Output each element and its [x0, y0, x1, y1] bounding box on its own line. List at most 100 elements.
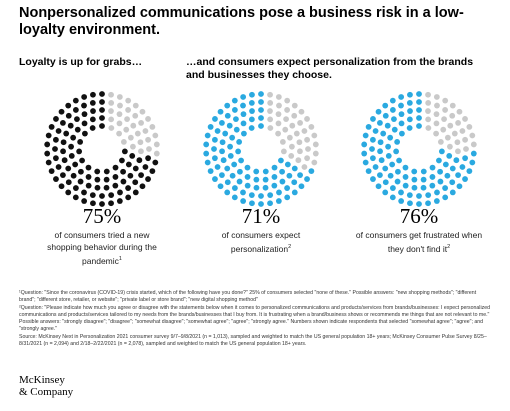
filled-dot: [99, 193, 105, 199]
filled-dot: [276, 189, 282, 196]
empty-dot: [145, 136, 151, 143]
filled-dot: [212, 176, 218, 182]
filled-dot: [224, 102, 231, 109]
filled-dot: [398, 189, 404, 196]
empty-dot: [117, 102, 123, 109]
filled-dot: [416, 107, 422, 113]
filled-dot: [436, 157, 442, 164]
empty-dot: [455, 119, 461, 126]
filled-dot: [231, 161, 238, 168]
filled-dot: [378, 157, 385, 164]
filled-dot: [382, 165, 389, 172]
empty-dot: [284, 107, 291, 113]
filled-dot: [231, 194, 238, 201]
filled-dot: [116, 198, 123, 204]
filled-dot: [391, 116, 397, 123]
filled-dot: [402, 182, 409, 189]
filled-dot: [77, 178, 84, 185]
empty-dot: [433, 130, 439, 137]
filled-dot: [284, 161, 291, 168]
empty-dot: [108, 91, 114, 98]
filled-dot: [258, 201, 264, 207]
filled-dot: [65, 102, 72, 109]
empty-dot: [116, 94, 123, 100]
filled-dot: [63, 130, 70, 137]
empty-dot: [447, 122, 454, 129]
empty-dot: [297, 119, 303, 126]
filled-dot: [253, 176, 260, 183]
filled-dot: [119, 157, 125, 164]
empty-dot: [425, 91, 431, 98]
filled-dot: [416, 193, 422, 199]
filled-dot: [459, 164, 466, 170]
empty-dot: [462, 136, 468, 143]
filled-dot: [433, 198, 440, 204]
filled-dot: [220, 157, 227, 164]
filled-dot: [402, 174, 409, 180]
empty-dot: [447, 143, 453, 150]
filled-dot: [45, 159, 52, 166]
filled-dot: [139, 183, 146, 190]
filled-dot: [99, 115, 105, 121]
filled-dot: [442, 194, 449, 201]
filled-dot: [444, 172, 451, 179]
empty-dot: [441, 116, 447, 123]
empty-dot: [425, 100, 432, 106]
empty-dot: [142, 128, 149, 134]
logo-line-1: McKinsey: [19, 374, 65, 386]
empty-dot: [153, 141, 160, 148]
filled-dot: [365, 168, 372, 174]
empty-dot: [137, 139, 144, 146]
filled-dot: [129, 153, 136, 159]
empty-dot: [297, 148, 303, 155]
filled-dot: [55, 164, 62, 170]
filled-dot: [74, 126, 81, 133]
filled-dot: [258, 123, 264, 129]
filled-dot: [120, 178, 127, 185]
filled-dot: [396, 157, 402, 164]
filled-dot: [219, 119, 225, 126]
filled-dot: [258, 193, 264, 199]
filled-dot: [211, 146, 217, 152]
filled-dot: [411, 168, 418, 175]
filled-dot: [407, 108, 413, 114]
filled-dot: [466, 168, 473, 174]
filled-dot: [238, 157, 244, 164]
filled-dot: [72, 161, 79, 168]
filled-dot: [219, 148, 225, 155]
empty-dot: [425, 116, 432, 123]
filled-dot: [395, 168, 401, 175]
empty-dot: [449, 112, 456, 119]
empty-dot: [291, 112, 298, 119]
filled-dot: [217, 108, 224, 115]
filled-dot: [81, 102, 87, 109]
filled-dot: [132, 189, 139, 196]
filled-dot: [120, 168, 126, 175]
empty-dot: [149, 124, 156, 130]
filled-dot: [275, 198, 282, 204]
empty-dot: [454, 139, 461, 146]
empty-dot: [293, 130, 300, 137]
filled-dot: [103, 168, 110, 175]
empty-dot: [304, 155, 310, 162]
filled-dot: [136, 157, 143, 164]
empty-dot: [139, 108, 146, 115]
footnote-ref-1: 1: [118, 256, 122, 262]
filled-dot: [90, 91, 96, 98]
empty-dot: [153, 150, 160, 157]
filled-dot: [258, 115, 264, 121]
filled-dot: [416, 201, 422, 207]
stat-description-1: of consumers tried a new shopping behavi…: [37, 229, 167, 267]
filled-dot: [362, 132, 369, 139]
filled-dot: [81, 94, 88, 100]
empty-dot: [459, 128, 466, 134]
filled-dot: [304, 176, 310, 182]
filled-dot: [284, 194, 291, 201]
filled-dot: [233, 116, 239, 123]
filled-dot: [438, 148, 445, 155]
filled-dot: [286, 172, 293, 179]
filled-dot: [453, 157, 460, 164]
empty-dot: [305, 146, 311, 152]
filled-dot: [394, 178, 401, 185]
filled-dot: [231, 97, 238, 104]
